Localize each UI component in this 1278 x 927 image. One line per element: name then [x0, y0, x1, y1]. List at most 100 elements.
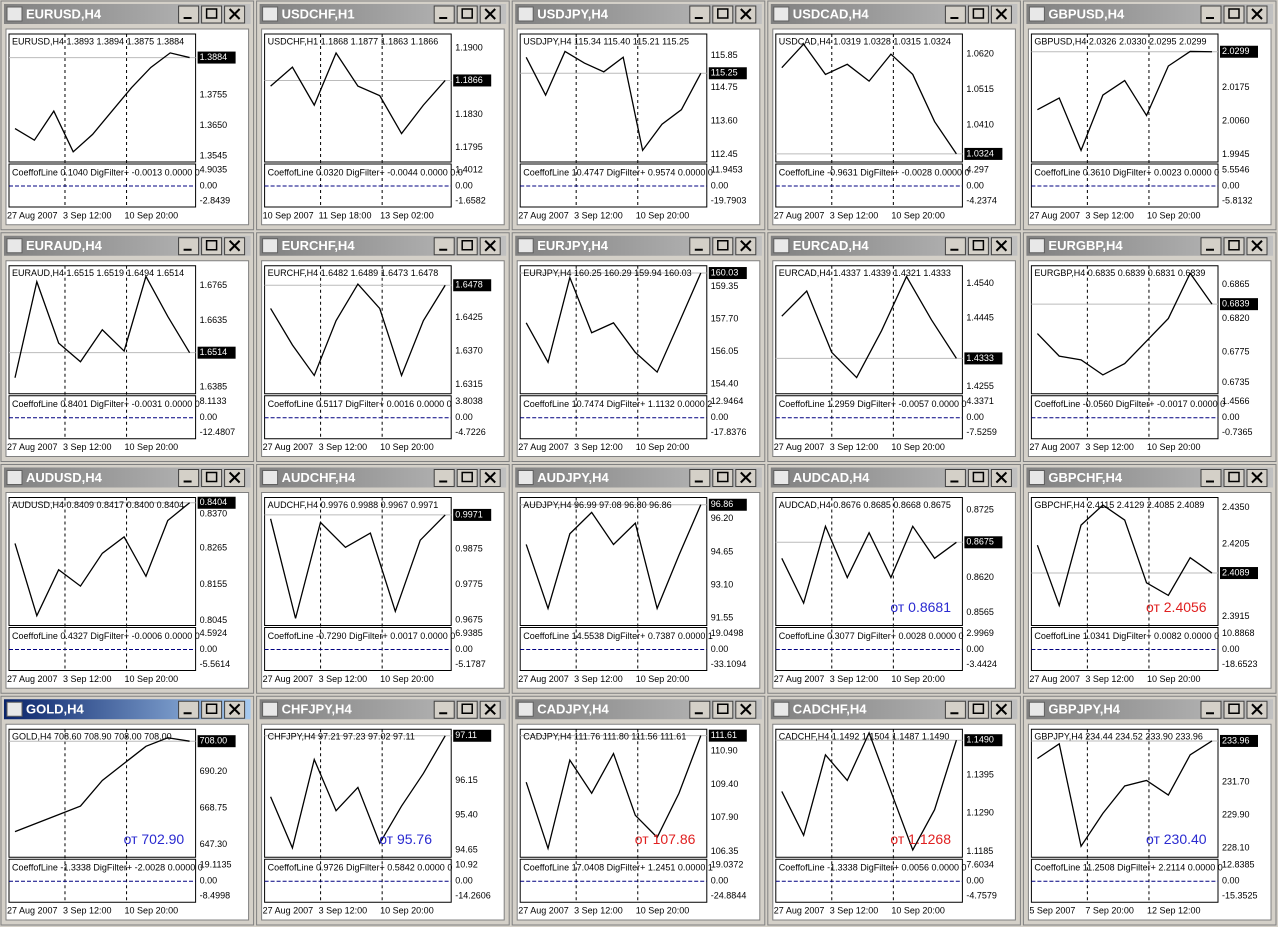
current-price: 1.1866 [455, 75, 483, 85]
maximize-button[interactable] [967, 237, 989, 256]
current-price-box [197, 735, 236, 748]
indicator-tick: 0.00 [455, 644, 473, 654]
close-button[interactable] [224, 5, 246, 24]
minimize-button[interactable] [1200, 237, 1222, 256]
price-tick: 1.0410 [966, 119, 994, 129]
maximize-button[interactable] [712, 469, 734, 487]
maximize-button[interactable] [456, 700, 478, 719]
indicator-tick: 19.0372 [711, 860, 744, 870]
date-label: 27 Aug 2007 [774, 906, 825, 916]
maximize-button[interactable] [456, 5, 478, 24]
current-price-box [708, 67, 747, 80]
date-label: 3 Sep 12:00 [830, 210, 879, 220]
minimize-button[interactable] [944, 469, 966, 487]
maximize-button[interactable] [1223, 469, 1245, 487]
close-button[interactable] [735, 237, 757, 256]
maximize-button[interactable] [1223, 5, 1245, 24]
price-tick: 1.6370 [455, 345, 483, 355]
chart-area [516, 492, 761, 689]
minimize-button[interactable] [433, 237, 455, 256]
minimize-button[interactable] [1200, 469, 1222, 487]
date-label: 27 Aug 2007 [774, 674, 825, 684]
minimize-button[interactable] [689, 5, 711, 24]
window-icon [6, 6, 23, 22]
price-tick: 0.9675 [455, 615, 483, 625]
window-icon [262, 238, 279, 254]
maximize-button[interactable] [967, 700, 989, 719]
close-button[interactable] [990, 700, 1012, 719]
minimize-button[interactable] [1200, 5, 1222, 24]
maximize-button[interactable] [967, 5, 989, 24]
close-button[interactable] [990, 237, 1012, 256]
maximize-button[interactable] [201, 700, 223, 719]
current-price: 1.6478 [455, 280, 483, 290]
close-button[interactable] [479, 5, 501, 24]
glyph [1228, 8, 1240, 19]
level-note: от 2.4056 [1146, 599, 1207, 615]
close-button[interactable] [479, 469, 501, 487]
close-button[interactable] [990, 469, 1012, 487]
maximize-button[interactable] [456, 469, 478, 487]
current-price: 1.0324 [966, 148, 994, 158]
close-button[interactable] [735, 5, 757, 24]
minimize-button[interactable] [178, 700, 200, 719]
close-button[interactable] [224, 237, 246, 256]
close-button[interactable] [735, 469, 757, 487]
price-tick: 1.6315 [455, 379, 483, 389]
maximize-button[interactable] [967, 469, 989, 487]
price-tick: 1.1830 [455, 109, 483, 119]
maximize-button[interactable] [712, 237, 734, 256]
maximize-button[interactable] [456, 237, 478, 256]
minimize-button[interactable] [178, 5, 200, 24]
close-button[interactable] [1246, 237, 1268, 256]
minimize-button[interactable] [944, 5, 966, 24]
close-button[interactable] [224, 469, 246, 487]
close-button[interactable] [1246, 469, 1268, 487]
indicator-tick: 12.9464 [711, 396, 744, 406]
close-button[interactable] [1246, 700, 1268, 719]
maximize-button[interactable] [201, 237, 223, 256]
close-button[interactable] [224, 700, 246, 719]
indicator-header: CoeffofLine 10.7474 DigFilter+ 1.1132 0.… [523, 399, 712, 409]
indicator-tick: 0.00 [1222, 180, 1240, 190]
minimize-button[interactable] [178, 469, 200, 487]
maximize-button[interactable] [1223, 700, 1245, 719]
glyph [995, 703, 1008, 715]
minimize-button[interactable] [433, 700, 455, 719]
current-price-box [453, 729, 492, 742]
maximize-button[interactable] [1223, 237, 1245, 256]
current-price: 96.86 [711, 499, 734, 509]
minimize-button[interactable] [944, 700, 966, 719]
minimize-button[interactable] [689, 700, 711, 719]
indicator-tick: 0.00 [711, 412, 729, 422]
date-label: 27 Aug 2007 [7, 674, 58, 684]
minimize-button[interactable] [433, 5, 455, 24]
glyph [228, 471, 241, 484]
close-button[interactable] [479, 700, 501, 719]
close-button[interactable] [735, 700, 757, 719]
maximize-button[interactable] [201, 469, 223, 487]
price-pane [775, 728, 963, 858]
current-price: 233.96 [1222, 735, 1250, 745]
date-label: 10 Sep 20:00 [1147, 674, 1201, 684]
window-title: EURJPY,H4 [537, 238, 609, 253]
close-button[interactable] [1246, 5, 1268, 24]
date-label: 10 Sep 20:00 [380, 442, 434, 452]
price-pane [264, 33, 452, 163]
indicator-tick: 8.1133 [200, 396, 227, 406]
minimize-button[interactable] [689, 469, 711, 487]
maximize-button[interactable] [712, 5, 734, 24]
close-button[interactable] [990, 5, 1012, 24]
window-title: USDCAD,H4 [793, 6, 870, 21]
minimize-button[interactable] [944, 237, 966, 256]
maximize-button[interactable] [201, 5, 223, 24]
minimize-button[interactable] [689, 237, 711, 256]
indicator-tick: -5.8132 [1222, 195, 1253, 205]
minimize-button[interactable] [1200, 700, 1222, 719]
close-button[interactable] [479, 237, 501, 256]
minimize-button[interactable] [433, 469, 455, 487]
indicator-tick: -5.5614 [200, 659, 231, 669]
indicator-tick: 10.8868 [1222, 628, 1255, 638]
minimize-button[interactable] [178, 237, 200, 256]
maximize-button[interactable] [712, 700, 734, 719]
